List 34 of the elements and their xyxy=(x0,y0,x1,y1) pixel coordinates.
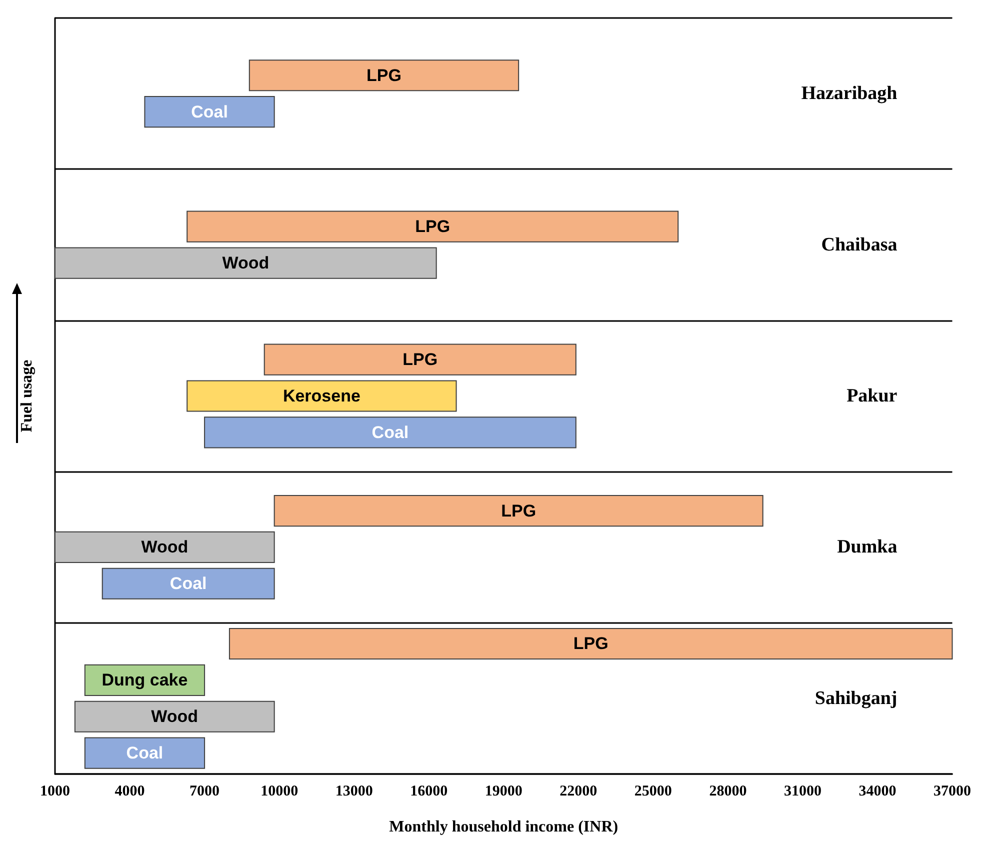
text: LPG xyxy=(402,350,438,370)
y-tick-label: Dumka xyxy=(837,536,898,558)
text: Wood xyxy=(151,707,198,726)
x-tick-label: 28000 xyxy=(709,784,747,800)
x-tick-label: 7000 xyxy=(190,784,220,800)
x-tick-label: 1000 xyxy=(40,784,70,800)
y-tick-label: Sahibganj xyxy=(814,688,898,709)
x-tick-label: 4000 xyxy=(114,784,145,800)
text: Wood xyxy=(222,254,270,273)
x-tick-label: 19000 xyxy=(484,784,522,800)
x-tick-label: 13000 xyxy=(335,784,373,800)
y-tick-label: Pakur xyxy=(846,386,898,406)
x-tick-label: 25000 xyxy=(634,784,672,800)
series-label: Wood xyxy=(141,538,188,557)
x-tick-label: 37000 xyxy=(934,784,971,800)
series-label: Kerosene xyxy=(282,386,360,406)
series-label: Dung cake xyxy=(102,670,188,690)
text: Coal xyxy=(191,102,228,122)
text: LPG xyxy=(415,217,450,236)
text: LPG xyxy=(366,66,402,85)
series-label: LPG xyxy=(573,634,608,654)
y-axis-title: Fuel usage xyxy=(18,360,36,432)
y-tick-label: Chaibasa xyxy=(821,234,898,256)
x-tick-label: 34000 xyxy=(858,784,896,800)
text: Coal xyxy=(126,744,164,763)
text: Coal xyxy=(372,422,409,442)
x-tick-label: 22000 xyxy=(560,784,598,800)
x-tick-label: 10000 xyxy=(260,784,298,800)
text: LPG xyxy=(501,501,536,520)
x-tick-label: 31000 xyxy=(784,784,822,800)
x-tick-label: 16000 xyxy=(410,784,448,800)
x-axis-title: Monthly household income (INR) xyxy=(389,818,618,836)
y-tick-label: Hazaribagh xyxy=(801,83,898,104)
series-label: Coal xyxy=(170,574,207,594)
